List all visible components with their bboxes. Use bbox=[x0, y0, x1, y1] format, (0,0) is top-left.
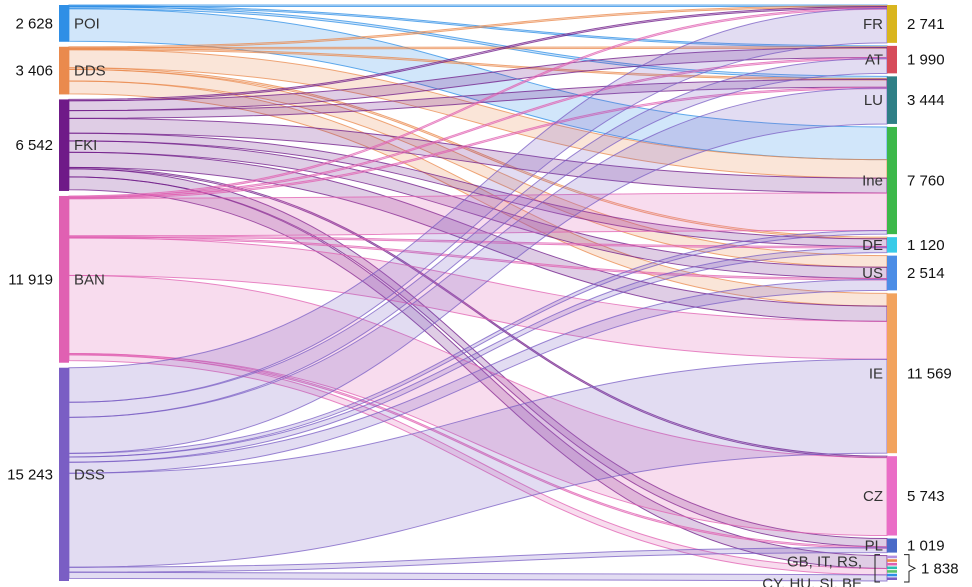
small-group-bracket-right bbox=[904, 554, 917, 583]
source-value-poi: 2 628 bbox=[15, 15, 53, 32]
target-node-small-2[interactable] bbox=[887, 562, 897, 566]
target-label-de: DE bbox=[862, 237, 883, 254]
small-group-value: 1 838 bbox=[921, 560, 959, 577]
flow-dss-to-at[interactable] bbox=[68, 57, 888, 418]
flow-dss-to-ie[interactable] bbox=[68, 358, 888, 568]
source-node-ban[interactable] bbox=[59, 195, 69, 363]
target-value-fr: 2 741 bbox=[907, 16, 945, 33]
source-label-dds: DDS bbox=[74, 63, 106, 80]
source-label-fki: FKI bbox=[74, 137, 97, 154]
flow-dss-to-ine[interactable] bbox=[68, 230, 888, 458]
target-node-fr[interactable] bbox=[887, 5, 897, 43]
target-node-small-0[interactable] bbox=[887, 555, 897, 559]
target-value-ie: 11 569 bbox=[907, 365, 952, 382]
target-node-ie[interactable] bbox=[887, 293, 897, 454]
small-group-bracket-left bbox=[874, 554, 880, 583]
source-node-dss[interactable] bbox=[59, 367, 69, 581]
source-value-dss: 15 243 bbox=[7, 466, 53, 483]
target-node-ine[interactable] bbox=[887, 126, 897, 235]
source-value-dds: 3 406 bbox=[15, 63, 53, 80]
small-group-label-line2: CY, HU, SI, BE bbox=[762, 575, 862, 587]
flow-dss-to-fr[interactable] bbox=[68, 7, 888, 403]
target-node-us[interactable] bbox=[887, 255, 897, 291]
target-node-small-5[interactable] bbox=[887, 573, 897, 577]
target-value-cz: 5 743 bbox=[907, 488, 945, 505]
target-value-us: 2 514 bbox=[907, 265, 945, 282]
source-value-ban: 11 919 bbox=[8, 271, 53, 288]
target-label-cz: CZ bbox=[863, 488, 883, 505]
target-node-de[interactable] bbox=[887, 237, 897, 253]
target-value-ine: 7 760 bbox=[907, 173, 945, 190]
source-label-ban: BAN bbox=[74, 271, 105, 288]
target-value-de: 1 120 bbox=[907, 237, 945, 254]
source-node-fki[interactable] bbox=[59, 99, 69, 191]
target-label-us: US bbox=[862, 265, 883, 282]
target-node-small-3[interactable] bbox=[887, 566, 897, 570]
target-node-small-6[interactable] bbox=[887, 577, 897, 580]
target-value-lu: 3 444 bbox=[907, 92, 945, 109]
target-value-pl: 1 019 bbox=[907, 538, 945, 555]
target-node-lu[interactable] bbox=[887, 76, 897, 124]
target-node-pl[interactable] bbox=[887, 538, 897, 553]
target-node-small-4[interactable] bbox=[887, 570, 897, 573]
target-node-small-1[interactable] bbox=[887, 559, 897, 562]
nodes-layer bbox=[59, 5, 897, 581]
labels-layer: POI 2 628 DDS 3 406 FKI 6 542 BAN 11 919 DSS 15 2… bbox=[7, 15, 958, 587]
target-label-pl: PL bbox=[865, 538, 883, 555]
source-value-fki: 6 542 bbox=[15, 137, 53, 154]
source-label-poi: POI bbox=[74, 15, 100, 32]
target-node-cz[interactable] bbox=[887, 456, 897, 536]
source-label-dss: DSS bbox=[74, 466, 105, 483]
target-node-at[interactable] bbox=[887, 45, 897, 74]
links-layer bbox=[68, 4, 888, 582]
target-label-lu: LU bbox=[864, 92, 883, 109]
flow-dss-to-other[interactable] bbox=[68, 571, 888, 582]
source-node-dds[interactable] bbox=[59, 46, 69, 95]
target-label-at: AT bbox=[865, 52, 883, 69]
flow-dss-to-lu[interactable] bbox=[68, 87, 888, 454]
target-label-ie: IE bbox=[869, 365, 883, 382]
source-node-poi[interactable] bbox=[59, 5, 69, 42]
target-value-at: 1 990 bbox=[907, 52, 945, 69]
flow-poi-to-fr[interactable] bbox=[68, 4, 888, 8]
target-label-fr: FR bbox=[863, 16, 883, 33]
target-label-ine: Ine bbox=[862, 173, 883, 190]
small-group-label-line1: GB, IT, RS, bbox=[787, 553, 862, 570]
